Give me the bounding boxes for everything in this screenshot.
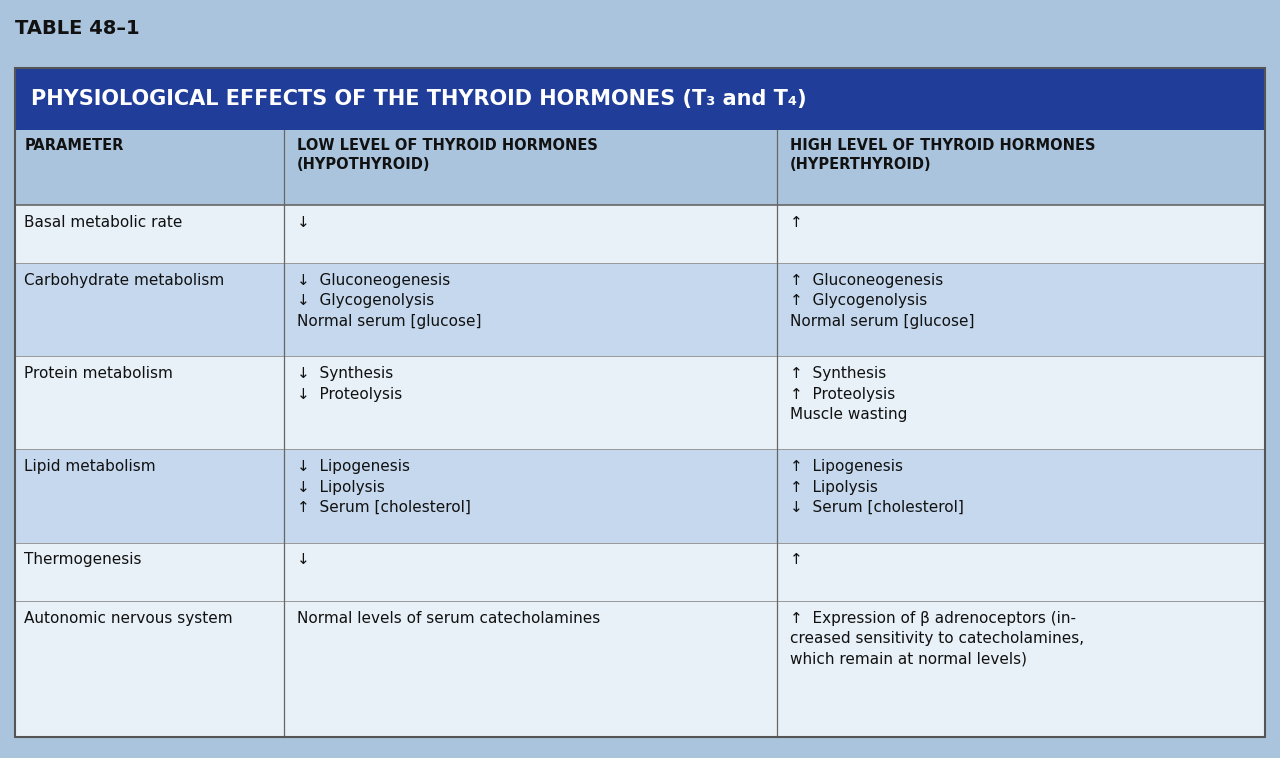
Text: ↑  Lipogenesis
↑  Lipolysis
↓  Serum [cholesterol]: ↑ Lipogenesis ↑ Lipolysis ↓ Serum [chole…: [790, 459, 964, 515]
Text: ↑  Synthesis
↑  Proteolysis
Muscle wasting: ↑ Synthesis ↑ Proteolysis Muscle wasting: [790, 366, 908, 422]
Text: LOW LEVEL OF THYROID HORMONES
(HYPOTHYROID): LOW LEVEL OF THYROID HORMONES (HYPOTHYRO…: [297, 138, 598, 172]
Bar: [15, 601, 1265, 737]
Bar: [15, 356, 1265, 449]
Text: Autonomic nervous system: Autonomic nervous system: [24, 611, 233, 626]
Text: Thermogenesis: Thermogenesis: [24, 553, 142, 568]
Text: Basal metabolic rate: Basal metabolic rate: [24, 215, 183, 230]
Text: PARAMETER: PARAMETER: [24, 138, 124, 153]
Text: ↑: ↑: [790, 553, 803, 568]
Bar: [15, 449, 1265, 543]
Text: HIGH LEVEL OF THYROID HORMONES
(HYPERTHYROID): HIGH LEVEL OF THYROID HORMONES (HYPERTHY…: [790, 138, 1096, 172]
Text: Protein metabolism: Protein metabolism: [24, 366, 173, 381]
Text: ↓: ↓: [297, 215, 310, 230]
Text: ↓  Lipogenesis
↓  Lipolysis
↑  Serum [cholesterol]: ↓ Lipogenesis ↓ Lipolysis ↑ Serum [chole…: [297, 459, 471, 515]
Text: TABLE 48–1: TABLE 48–1: [15, 19, 140, 38]
Bar: [15, 68, 1265, 737]
Text: ↓: ↓: [297, 553, 310, 568]
Text: Carbohydrate metabolism: Carbohydrate metabolism: [24, 273, 224, 288]
Text: ↑: ↑: [790, 215, 803, 230]
Text: Lipid metabolism: Lipid metabolism: [24, 459, 156, 475]
Bar: [15, 130, 1265, 205]
Text: ↓  Gluconeogenesis
↓  Glycogenolysis
Normal serum [glucose]: ↓ Gluconeogenesis ↓ Glycogenolysis Norma…: [297, 273, 481, 329]
Text: ↑  Expression of β adrenoceptors (in-
creased sensitivity to catecholamines,
whi: ↑ Expression of β adrenoceptors (in- cre…: [790, 611, 1084, 667]
Bar: [15, 68, 1265, 130]
Text: Normal levels of serum catecholamines: Normal levels of serum catecholamines: [297, 611, 600, 626]
Text: ↓  Synthesis
↓  Proteolysis: ↓ Synthesis ↓ Proteolysis: [297, 366, 402, 402]
Text: PHYSIOLOGICAL EFFECTS OF THE THYROID HORMONES (T₃ and T₄): PHYSIOLOGICAL EFFECTS OF THE THYROID HOR…: [31, 89, 806, 109]
Bar: [15, 543, 1265, 601]
Bar: [15, 263, 1265, 356]
Bar: [15, 205, 1265, 263]
Text: ↑  Gluconeogenesis
↑  Glycogenolysis
Normal serum [glucose]: ↑ Gluconeogenesis ↑ Glycogenolysis Norma…: [790, 273, 975, 329]
